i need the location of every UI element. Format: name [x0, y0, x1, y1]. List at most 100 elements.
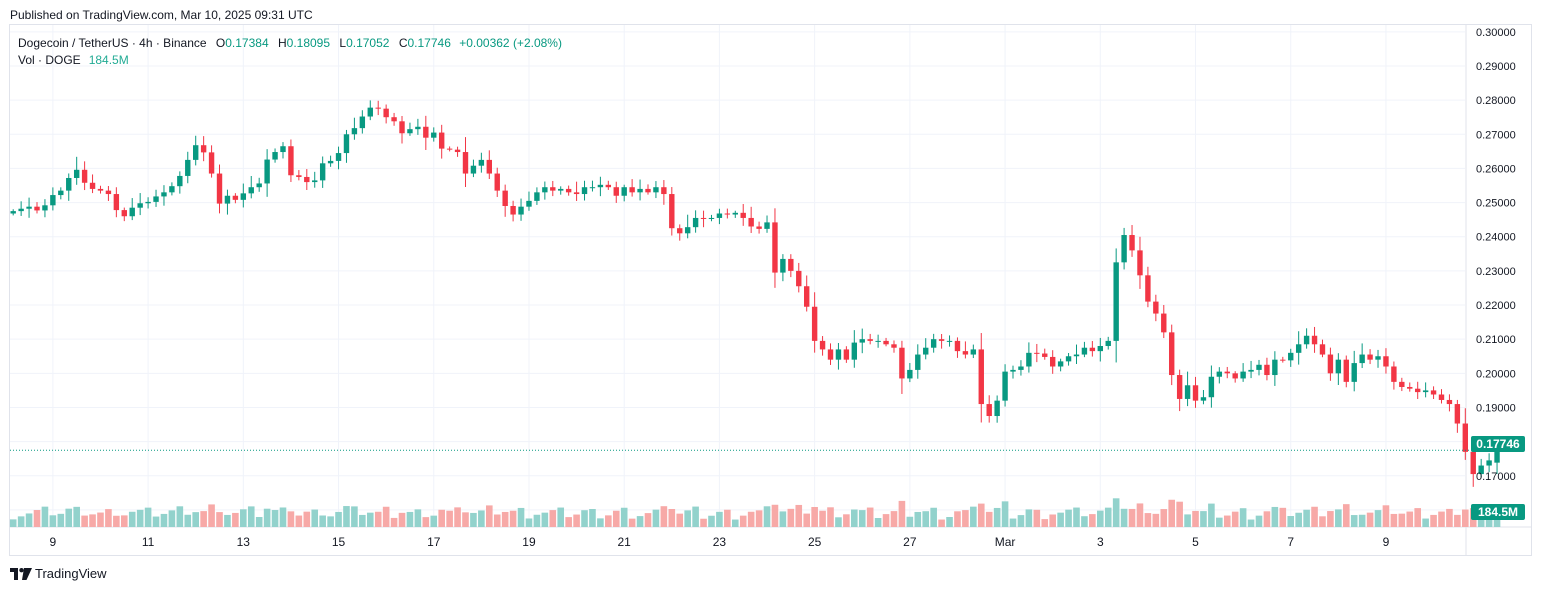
legend-volume-label[interactable]: Vol · DOGE — [18, 53, 81, 67]
candle-body — [462, 152, 469, 174]
volume-bar — [1096, 510, 1104, 527]
volume-bar — [517, 507, 525, 527]
volume-bar — [271, 510, 279, 527]
time-tick-label: 15 — [332, 535, 346, 549]
candle-body — [1065, 356, 1072, 362]
grid-lines — [10, 25, 1531, 555]
published-caption: Published on TradingView.com, Mar 10, 20… — [10, 8, 313, 22]
candle-body — [1049, 356, 1056, 367]
volume-bar — [724, 509, 731, 527]
price-tick-label: 0.26000 — [1476, 163, 1516, 175]
volume-bar — [700, 518, 707, 527]
candle-body — [1216, 371, 1223, 377]
candle-body — [73, 169, 80, 178]
candle-body — [367, 107, 373, 117]
legend-row-ohlc: Dogecoin / TetherUS · 4h · Binance O0.17… — [18, 35, 562, 51]
volume-bar — [1319, 516, 1326, 527]
candle-body — [605, 184, 612, 188]
volume-bar — [954, 511, 961, 527]
volume-bar — [1422, 518, 1429, 527]
time-axis[interactable]: 9 11 13 15 17 19 21 23 25 27 Mar 3 5 7 9 — [50, 535, 1390, 549]
volume-bar — [787, 508, 795, 527]
volume-bar — [1001, 501, 1009, 527]
candle-body — [494, 173, 500, 191]
volume-bar — [327, 516, 334, 527]
volume-bar — [985, 511, 993, 527]
candle-body — [10, 211, 16, 214]
candle-body — [81, 169, 88, 183]
footer-brand[interactable]: TradingView — [10, 566, 107, 581]
volume-bar — [779, 511, 787, 527]
volume-bar — [89, 514, 96, 527]
candle-body — [677, 228, 683, 234]
volume-bar — [1295, 512, 1302, 527]
volume-bar — [922, 511, 930, 527]
volume-bar — [874, 518, 882, 527]
volume-bar — [438, 509, 445, 527]
candle-body — [708, 217, 715, 219]
candle-body — [740, 212, 746, 218]
volume-bar — [1231, 511, 1239, 527]
legend-high-value: 0.18095 — [286, 36, 331, 50]
candle-body — [1097, 346, 1103, 352]
volume-bar — [946, 517, 953, 527]
candle-body — [891, 344, 897, 348]
candle-body — [907, 369, 913, 379]
volume-bar — [446, 510, 453, 527]
volume-bar — [549, 510, 557, 527]
volume-bar — [1065, 509, 1072, 527]
volume-bar — [303, 511, 311, 527]
volume-bar — [1160, 509, 1168, 527]
candle-body — [232, 195, 239, 200]
volume-bar — [1223, 515, 1231, 527]
time-tick-label: 25 — [808, 535, 822, 549]
candle-body — [359, 116, 366, 129]
price-tick-label: 0.24000 — [1476, 232, 1516, 244]
candle-body — [415, 126, 421, 130]
price-tick-label: 0.27000 — [1476, 129, 1516, 141]
candle-body — [1494, 450, 1500, 463]
volume-bar — [803, 513, 810, 527]
volume-bar — [795, 504, 803, 527]
candle-body — [534, 192, 540, 201]
candle-body — [343, 134, 350, 154]
time-tick-label: Mar — [995, 535, 1016, 549]
candle-body — [304, 176, 310, 183]
volume-bar — [1327, 511, 1334, 527]
candle-body — [185, 159, 191, 176]
candle-body — [1367, 354, 1373, 360]
candle-body — [1240, 371, 1246, 379]
volume-bar — [763, 506, 771, 527]
volume-bar — [1438, 511, 1445, 527]
candle-body — [930, 339, 937, 348]
candle-body — [1200, 397, 1207, 401]
candle-body — [200, 145, 207, 153]
chart-frame[interactable] — [9, 24, 1532, 556]
volume-bar — [113, 515, 120, 527]
candle-body — [288, 146, 294, 176]
candle-body — [399, 121, 405, 134]
candle-body — [1470, 451, 1476, 475]
candle-body — [724, 213, 731, 215]
candle-body — [248, 187, 254, 194]
candle-body — [565, 188, 572, 193]
time-tick-label: 11 — [142, 535, 155, 549]
volume-bar — [962, 510, 969, 527]
candle-body — [177, 175, 183, 187]
volume-bar — [1247, 519, 1255, 527]
volume-bar — [200, 511, 207, 527]
candle-body — [510, 205, 516, 215]
price-tick-label: 0.21000 — [1476, 334, 1516, 346]
volume-bar — [620, 507, 628, 527]
tradingview-logo-icon — [10, 567, 32, 580]
footer-brand-text: TradingView — [35, 566, 107, 581]
legend-symbol[interactable]: Dogecoin / TetherUS · 4h · Binance — [18, 36, 207, 50]
volume-bar — [676, 513, 684, 527]
candle-body — [1462, 423, 1469, 452]
candle-body — [669, 194, 675, 229]
volume-bar — [319, 515, 326, 527]
volume-bar — [890, 511, 898, 527]
legend-high-label: H — [277, 36, 287, 50]
candle-body — [748, 217, 754, 227]
